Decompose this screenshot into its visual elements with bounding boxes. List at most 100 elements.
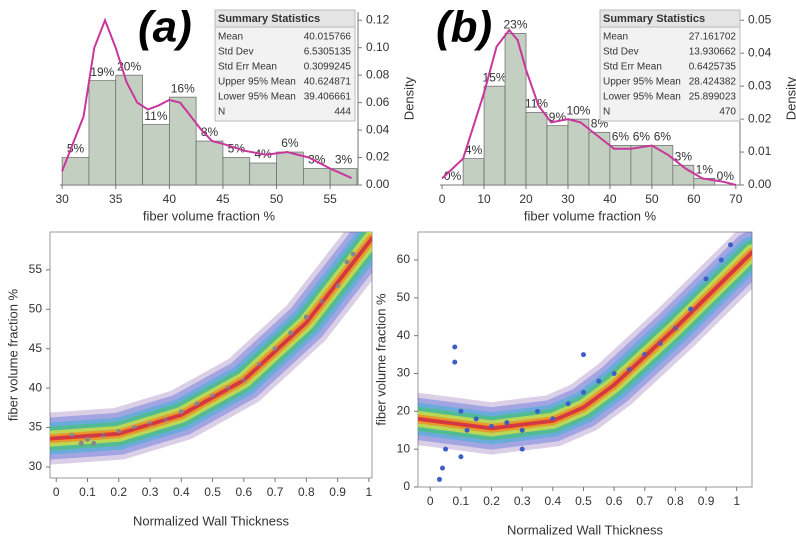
x-axis-title: fiber volume fraction % (143, 208, 276, 223)
bar (525, 112, 548, 186)
x-tick-label: 45 (216, 192, 230, 206)
y-tick-label: 55 (29, 262, 43, 276)
x-tick-label: 30 (55, 192, 69, 206)
bar (504, 33, 527, 186)
y-tick-label: 0.04 (748, 45, 772, 59)
bar-label: 3% (675, 149, 693, 163)
bar (302, 168, 331, 186)
y-axis-title: Density (783, 76, 796, 120)
bar (483, 85, 506, 186)
bar-label: 11% (525, 97, 548, 111)
x-tick-label: 50 (270, 192, 284, 206)
point (504, 420, 510, 426)
stats-label: Std Dev (603, 47, 639, 58)
y-tick-label: 30 (397, 366, 411, 380)
stats-body (214, 26, 356, 122)
y-tick-label: 30 (29, 459, 43, 473)
y-tick-label: 40 (29, 380, 43, 394)
bar-label: 8% (201, 125, 219, 139)
x-tick-label: 10 (477, 192, 491, 206)
y-tick-label: 40 (397, 328, 411, 342)
y-tick-label: 0.10 (366, 40, 390, 54)
point (344, 259, 350, 265)
point (350, 251, 356, 257)
bar (142, 124, 170, 186)
plot-frame (417, 231, 753, 488)
x-tick-label: 0 (53, 485, 60, 499)
point (596, 378, 602, 384)
point (535, 408, 541, 414)
x-tick-label: 0.4 (173, 485, 190, 499)
density-curve (61, 17, 353, 180)
x-tick-label: 0 (439, 192, 446, 206)
point (458, 408, 464, 414)
stats-value: 470 (719, 107, 736, 118)
y-tick-label: 0.06 (366, 95, 390, 109)
x-tick-label: 50 (645, 192, 659, 206)
stats-value: 444 (334, 107, 351, 118)
point (718, 257, 724, 263)
fit-line (418, 251, 752, 430)
bar-label: 6% (612, 130, 630, 144)
x-tick-label: 0.2 (483, 494, 500, 508)
bar-label: 0% (444, 169, 462, 183)
y-axis-title: fiber volume fraction % (5, 288, 20, 421)
bar (249, 162, 277, 186)
x-tick-label: 70 (729, 192, 743, 206)
stats-label: Std Dev (218, 47, 254, 58)
stats-label: Lower 95% Mean (603, 92, 681, 103)
stats-value: 27.161702 (689, 32, 737, 43)
bar (276, 151, 304, 186)
y-tick-label: 0.05 (748, 12, 772, 26)
y-tick-label: 20 (397, 404, 411, 418)
bar (88, 80, 117, 186)
bar (609, 145, 632, 186)
stats-value: 6.5305135 (304, 47, 352, 58)
stats-title: Summary Statistics (603, 13, 705, 25)
y-tick-label: 50 (397, 290, 411, 304)
x-tick-label: 0.8 (667, 494, 684, 508)
plot-area (418, 232, 752, 482)
y-tick-label: 0.08 (366, 67, 390, 81)
x-tick-label: 0.2 (110, 485, 127, 499)
point (91, 440, 97, 446)
point (458, 454, 464, 460)
x-tick-label: 0.5 (204, 485, 221, 499)
point (611, 370, 617, 376)
x-tick-label: 1 (366, 485, 373, 499)
stats-label: Lower 95% Mean (218, 92, 296, 103)
point (464, 427, 470, 433)
point (178, 409, 184, 415)
x-tick-label: 60 (687, 192, 701, 206)
stats-value: 39.406661 (304, 92, 352, 103)
x-axis-title: fiber volume fraction % (524, 208, 657, 223)
bar (462, 158, 485, 186)
y-tick-label: 10 (397, 441, 411, 455)
point (440, 465, 446, 471)
x-tick-label: 0.1 (453, 494, 470, 508)
bar (115, 74, 143, 186)
point (473, 416, 479, 422)
bar (672, 164, 695, 186)
x-tick-label: 35 (109, 192, 123, 206)
point (688, 306, 694, 312)
y-tick-label: 0.00 (748, 177, 772, 191)
bar (546, 125, 569, 186)
bar-label: 0% (717, 169, 735, 183)
y-tick-label: 0.01 (748, 144, 772, 158)
x-tick-label: 0.3 (514, 494, 531, 508)
x-tick-label: 40 (163, 192, 177, 206)
x-tick-label: 0.4 (544, 494, 561, 508)
x-tick-label: 0 (427, 494, 434, 508)
stats-label: Std Err Mean (603, 62, 662, 73)
bar-label: 11% (144, 109, 167, 123)
plot-area (50, 232, 372, 465)
x-tick-label: 0.1 (79, 485, 96, 499)
bar (630, 145, 653, 186)
x-tick-label: 0.6 (606, 494, 623, 508)
stats-label: N (218, 107, 225, 118)
x-tick-label: 30 (561, 192, 575, 206)
y-tick-label: 0 (403, 479, 410, 493)
point (288, 330, 294, 336)
bar (329, 168, 358, 186)
